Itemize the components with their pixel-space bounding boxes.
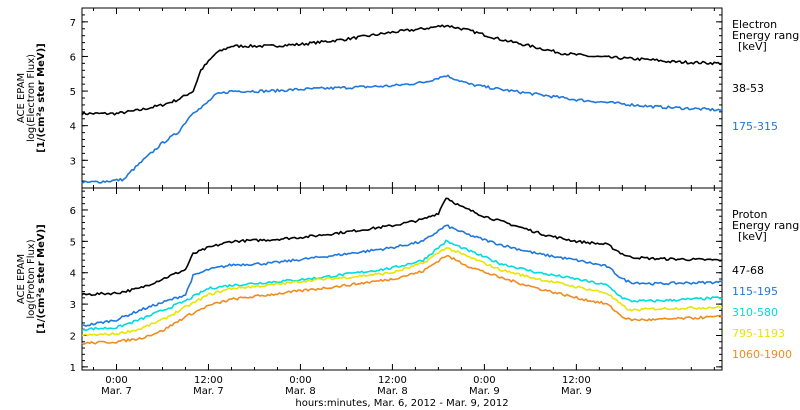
panel-electron: 3 4 5 6 7 ACE EPAM log(Electron Flux) [1/(cm²s …	[16, 7, 800, 189]
legend-title: Energy ranges	[732, 29, 800, 42]
x-tick-label: 0:00	[105, 375, 127, 386]
legend-entry: 310-580	[732, 306, 778, 319]
y-tick-label: 6	[70, 206, 76, 217]
y-axis-label: log(Electron Flux)	[26, 54, 37, 142]
legend-entry: 795-1193	[732, 327, 785, 340]
plot-frame	[81, 187, 723, 371]
y-tick-label: 2	[70, 331, 76, 342]
x-tick-date: Mar. 7	[193, 386, 224, 397]
y-tick-label: 4	[70, 122, 76, 133]
y-tick-label: 7	[70, 18, 76, 29]
legend-title: Proton	[732, 208, 767, 221]
legend-title: Energy ranges	[732, 219, 800, 232]
y-tick-label: 3	[70, 156, 76, 167]
legend-title: Electron	[732, 18, 777, 31]
x-tick-date: Mar. 8	[377, 386, 408, 397]
legend-entry: 47-68	[732, 264, 764, 277]
series-line-38-53	[81, 24, 723, 116]
legend-entry: 115-195	[732, 285, 778, 298]
legend-entry: 175-315	[732, 120, 778, 133]
y-axis-label: ACE EPAM	[16, 254, 27, 304]
series-line-310-580	[81, 239, 723, 331]
legend-title: [keV]	[738, 40, 767, 53]
series-line-795-1193	[81, 247, 723, 337]
legend-entry: 1060-1900	[732, 348, 792, 361]
x-tick-label: 0:00	[289, 375, 311, 386]
y-tick-label: 5	[70, 87, 76, 98]
y-axis-label: [1/(cm²s ster MeV)]	[36, 224, 47, 333]
series-line-1060-1900	[81, 254, 723, 345]
x-tick-date: Mar. 7	[101, 386, 132, 397]
y-tick-label: 1	[70, 363, 76, 374]
y-axis-label: ACE EPAM	[16, 73, 27, 123]
x-tick-label: 12:00	[378, 375, 407, 386]
series-line-47-68	[81, 197, 723, 297]
y-tick-label: 5	[70, 237, 76, 248]
series-line-175-315	[81, 74, 723, 184]
series-line-115-195	[82, 224, 723, 327]
x-tick-date: Mar. 8	[285, 386, 316, 397]
y-axis-label: [1/(cm²s ster MeV)]	[36, 43, 47, 152]
y-axis-label: log(Proton Flux)	[26, 239, 37, 318]
x-tick-date: Mar. 9	[469, 386, 500, 397]
x-axis-title: hours:minutes, Mar. 6, 2012 - Mar. 9, 20…	[295, 398, 508, 409]
plot-frame	[81, 7, 723, 189]
legend-entry: 38-53	[732, 82, 764, 95]
x-tick-label: 0:00	[473, 375, 495, 386]
legend-title: [keV]	[738, 230, 767, 243]
x-tick-label: 12:00	[194, 375, 223, 386]
panel-proton: 1 2 3 4 5 6 ACE EPAM log(Proton Flux) [1/(cm²s s…	[16, 187, 800, 374]
y-tick-label: 4	[70, 269, 76, 280]
x-tick-date: Mar. 9	[561, 386, 592, 397]
y-tick-label: 6	[70, 52, 76, 63]
y-tick-label: 3	[70, 300, 76, 311]
x-tick-label: 12:00	[562, 375, 591, 386]
